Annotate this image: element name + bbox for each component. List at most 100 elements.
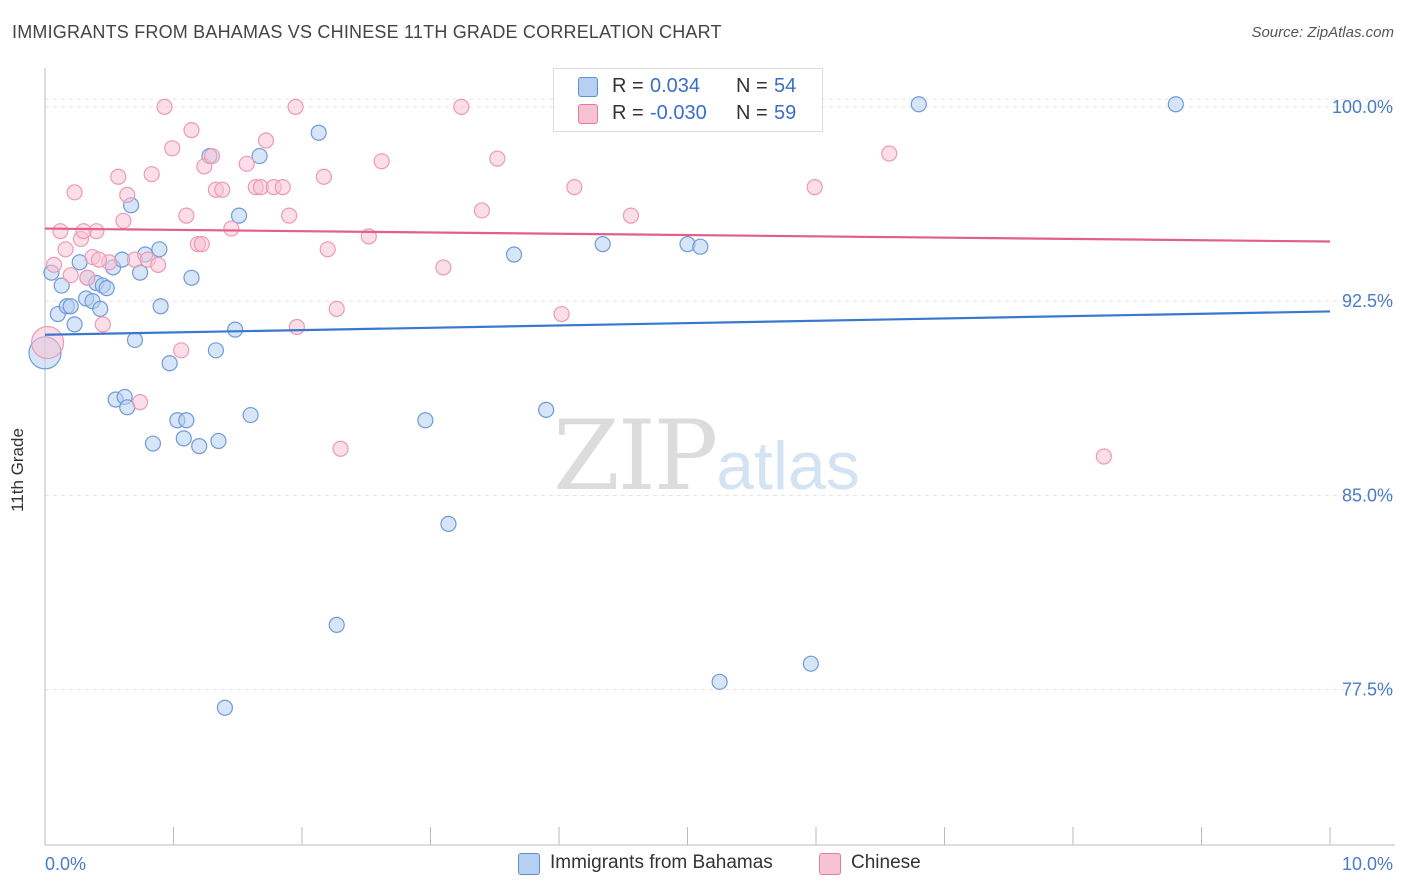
- chinese-point: [75, 223, 92, 240]
- x-tick-label: 10.0%: [1342, 854, 1393, 874]
- y-tick-label: 100.0%: [1332, 97, 1393, 117]
- bahamas-point: [92, 300, 109, 317]
- chinese-point: [214, 181, 231, 198]
- bahamas-point: [66, 316, 83, 333]
- chinese-point: [328, 300, 345, 317]
- chinese-point: [332, 440, 349, 457]
- bahamas-point: [152, 298, 169, 315]
- chinese-point: [238, 155, 255, 172]
- chart-title: IMMIGRANTS FROM BAHAMAS VS CHINESE 11TH …: [12, 22, 722, 42]
- chinese-point: [45, 256, 63, 273]
- chinese-point: [566, 179, 583, 196]
- chinese-point: [178, 207, 195, 224]
- bahamas-point: [126, 331, 144, 349]
- chinese-point: [203, 147, 221, 165]
- bahamas-point: [328, 616, 345, 633]
- bahamas-point: [144, 435, 162, 452]
- legend-n-label: N =: [736, 102, 768, 124]
- bahamas-point: [216, 699, 233, 716]
- bahamas-point: [251, 147, 268, 165]
- legend-label-chinese: Chinese: [851, 852, 921, 873]
- bahamas-point: [161, 355, 178, 372]
- y-tick-label: 77.5%: [1342, 680, 1393, 700]
- source-label[interactable]: Source: ZipAtlas.com: [1251, 24, 1394, 41]
- chinese-point: [94, 316, 111, 333]
- chinese-point: [806, 179, 823, 196]
- chinese-point: [373, 153, 390, 170]
- bahamas-point: [207, 342, 225, 359]
- chinese-point: [62, 267, 79, 284]
- bahamas-point: [692, 238, 709, 255]
- bahamas-point: [230, 207, 248, 224]
- bahamas-trend-line: [44, 310, 1331, 336]
- chinese-point: [489, 150, 506, 167]
- chinese-point: [319, 241, 336, 258]
- legend-n-value: 54: [774, 75, 797, 97]
- correlation-legend: R = 0.034 N = 54 R = -0.030 N = 59: [553, 68, 823, 132]
- legend-r-value: -0.030: [650, 102, 707, 124]
- chinese-trend-line: [44, 227, 1331, 243]
- bahamas-point: [440, 515, 457, 532]
- bahamas-point: [210, 432, 227, 450]
- chinese-point: [1095, 448, 1112, 465]
- bahamas-point: [183, 269, 200, 286]
- chinese-point: [131, 394, 149, 411]
- bahamas-point: [242, 406, 259, 424]
- bahamas-point: [910, 96, 927, 113]
- bahamas-point: [175, 430, 192, 447]
- chinese-point: [164, 140, 181, 157]
- chinese-point: [881, 145, 898, 162]
- chinese-point: [156, 98, 173, 115]
- chinese-point: [622, 207, 640, 224]
- chinese-point: [553, 305, 570, 323]
- chinese-point: [473, 202, 490, 219]
- chinese-point: [30, 325, 65, 360]
- watermark-zip: ZIP: [553, 400, 718, 512]
- watermark-atlas: atlas: [716, 428, 860, 504]
- chinese-point: [57, 241, 74, 258]
- chinese-point: [110, 168, 127, 185]
- chinese-point: [66, 184, 83, 201]
- chinese-point: [79, 269, 96, 286]
- chinese-point: [223, 220, 240, 237]
- chinese-point: [315, 168, 332, 185]
- chinese-point: [274, 179, 291, 196]
- bahamas-point: [62, 298, 79, 315]
- bahamas-point: [594, 236, 611, 253]
- chinese-point: [52, 223, 69, 240]
- chinese-point: [149, 256, 167, 273]
- bahamas-point: [538, 401, 555, 418]
- chinese-point: [435, 259, 452, 276]
- chinese-point: [287, 98, 304, 115]
- chinese-point: [281, 207, 298, 224]
- bahamas-point: [310, 124, 327, 141]
- bahamas-point: [1167, 96, 1184, 113]
- legend-swatch-bahamas: [518, 853, 540, 875]
- chinese-point: [288, 318, 305, 336]
- chinese-point: [257, 132, 275, 149]
- y-tick-label: 92.5%: [1342, 291, 1393, 311]
- chinese-point: [90, 251, 108, 268]
- bahamas-point: [151, 241, 168, 258]
- legend-r-value: 0.034: [650, 75, 701, 97]
- watermark: ZIPatlas: [553, 400, 860, 512]
- bahamas-point: [98, 280, 115, 297]
- chinese-point: [193, 236, 210, 253]
- legend-n-value: 59: [774, 102, 797, 124]
- bahamas-point: [227, 321, 244, 338]
- bahamas-point: [417, 412, 434, 429]
- legend-swatch-chinese: [578, 104, 598, 124]
- bahamas-point: [505, 246, 523, 263]
- bahamas-point: [802, 655, 819, 672]
- legend-n-label: N =: [736, 75, 768, 97]
- legend-swatch-bahamas: [578, 77, 598, 97]
- bahamas-point: [191, 438, 208, 455]
- chinese-point: [183, 122, 200, 139]
- chinese-point: [453, 98, 470, 115]
- legend-label-bahamas: Immigrants from Bahamas: [550, 852, 773, 873]
- chinese-point: [119, 186, 136, 204]
- bahamas-point: [178, 412, 195, 429]
- chinese-point: [115, 212, 132, 229]
- legend-r-label: R =: [612, 75, 644, 97]
